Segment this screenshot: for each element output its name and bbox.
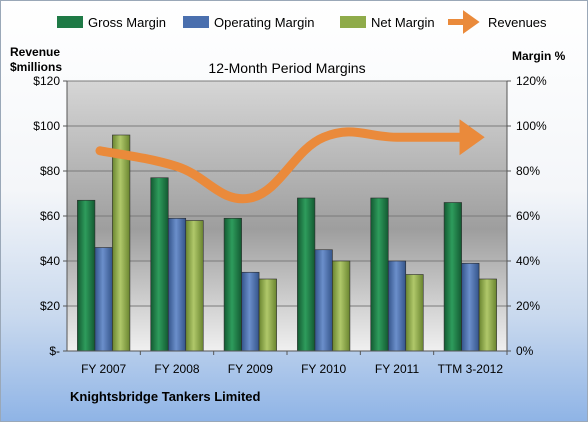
x-tick-label: FY 2011	[375, 362, 420, 376]
company-name: Knightsbridge Tankers Limited	[70, 389, 261, 404]
left-tick-label: $60	[40, 209, 60, 223]
left-tick-label: $-	[49, 344, 60, 358]
chart-title: 12-Month Period Margins	[208, 60, 365, 76]
bar-net-margin	[258, 278, 277, 352]
legend-label-net-margin: Net Margin	[371, 15, 435, 30]
bar-gross-margin	[150, 177, 169, 352]
right-tick-label: 80%	[516, 164, 540, 178]
revenue-line	[95, 119, 485, 204]
legend-swatch-gross-margin	[57, 16, 83, 28]
legend-swatch-net-margin	[340, 16, 366, 28]
legend-swatch-operating-margin	[183, 16, 209, 28]
axes-group: $120 120% $100 100% $80 80% $60 60% $40 40% $20 20%…	[33, 74, 547, 376]
bar-operating-margin	[241, 271, 260, 352]
right-axis-title: Margin %	[512, 49, 566, 63]
bar-gross-margin	[443, 202, 462, 352]
right-tick-label: 0%	[516, 344, 534, 358]
x-tick-label: FY 2007	[81, 362, 126, 376]
bar-gross-margin	[370, 197, 389, 352]
left-tick-label: $100	[33, 119, 60, 133]
bar-net-margin	[332, 260, 351, 352]
left-tick-label: $20	[40, 299, 60, 313]
legend-label-gross-margin: Gross Margin	[88, 15, 166, 30]
right-tick-label: 100%	[516, 119, 547, 133]
legend: Gross Margin Operating Margin Net Margin…	[57, 10, 547, 34]
right-tick-label: 120%	[516, 74, 547, 88]
left-tick-label: $40	[40, 254, 60, 268]
revenue-line-group	[95, 119, 485, 204]
bar-operating-margin	[167, 217, 187, 352]
left-tick-label: $120	[33, 74, 60, 88]
x-tick-label: FY 2009	[228, 362, 273, 376]
bar-gross-margin	[77, 199, 96, 352]
legend-label-operating-margin: Operating Margin	[214, 15, 314, 30]
bar-operating-margin	[461, 262, 480, 352]
x-tick-label: FY 2008	[154, 362, 199, 376]
left-axis-title-line2: $millions	[10, 60, 62, 74]
bars-group	[77, 134, 497, 352]
right-tick-label: 40%	[516, 254, 540, 268]
bar-net-margin	[405, 274, 424, 352]
x-tick-label: FY 2010	[301, 362, 346, 376]
right-tick-label: 60%	[516, 209, 540, 223]
bar-operating-margin	[314, 249, 333, 352]
bar-gross-margin	[223, 217, 242, 352]
bar-net-margin	[112, 134, 131, 352]
bar-net-margin	[185, 220, 204, 352]
bar-operating-margin	[387, 260, 407, 352]
legend-label-revenues: Revenues	[488, 15, 547, 30]
bar-gross-margin	[297, 197, 316, 352]
bar-operating-margin	[94, 247, 113, 352]
x-tick-label: TTM 3-2012	[438, 362, 504, 376]
left-axis-title-line1: Revenue	[10, 45, 60, 59]
right-tick-label: 20%	[516, 299, 540, 313]
left-tick-label: $80	[40, 164, 60, 178]
bar-net-margin	[478, 278, 497, 352]
